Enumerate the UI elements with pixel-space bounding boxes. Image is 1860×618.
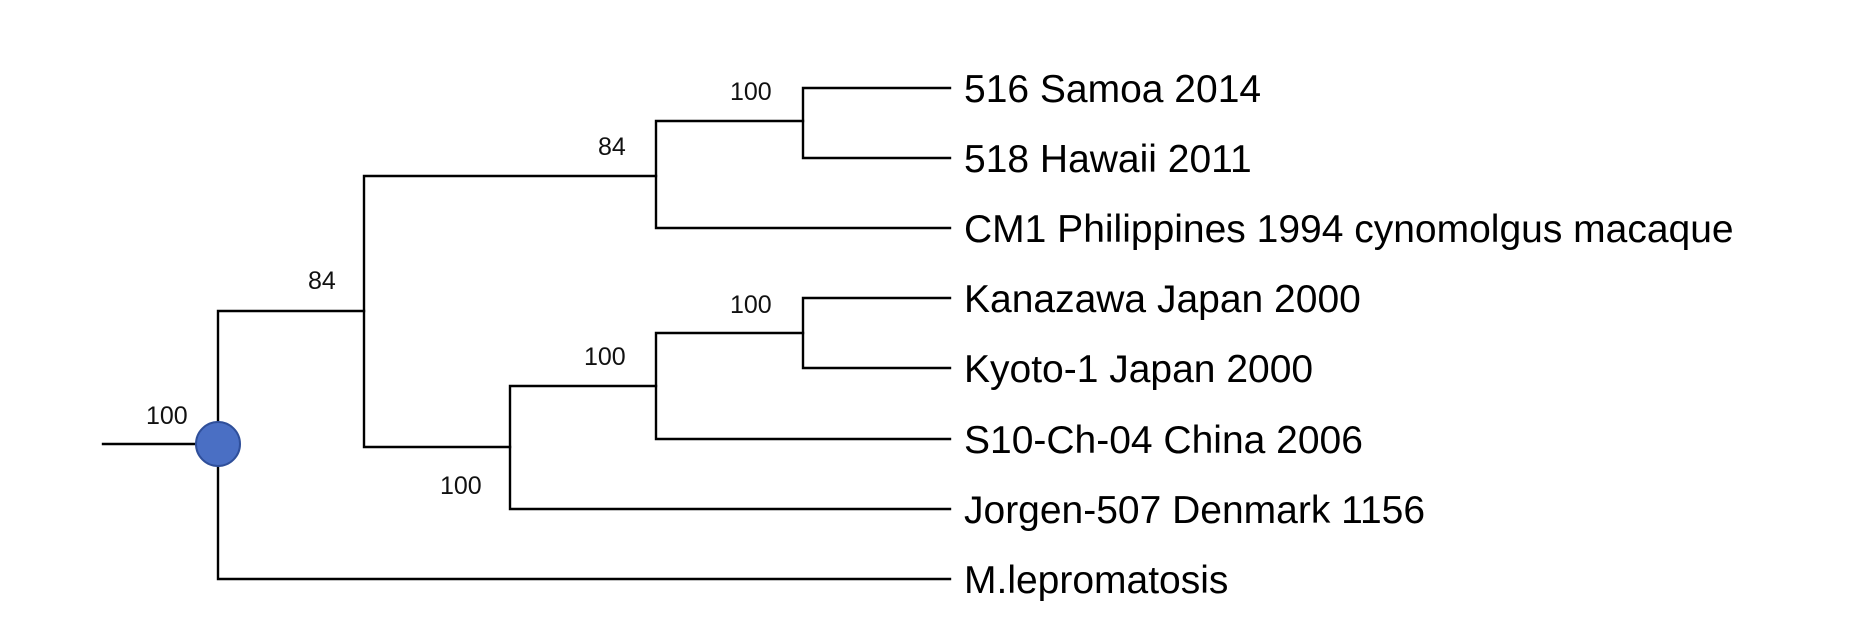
samoa-hawaii-clade-branches — [801, 86, 952, 160]
tree-branches — [101, 86, 952, 581]
support-value-samoa-hawaii: 100 — [730, 78, 772, 106]
support-value-kanazawa-kyoto: 100 — [730, 291, 772, 319]
support-value-kanazawa-kyoto-china: 100 — [584, 343, 626, 371]
taxon-labels: 516 Samoa 2014 518 Hawaii 2011 CM1 Phili… — [964, 68, 1734, 602]
leprae-clade-branches — [362, 174, 658, 449]
taxon-label-s10-ch-04-china: S10-Ch-04 China 2006 — [964, 419, 1363, 462]
kanazawa-kyoto-clade-branches — [801, 296, 952, 370]
taxon-label-kyoto-1-japan: Kyoto-1 Japan 2000 — [964, 348, 1313, 391]
kanazawa-kyoto-china-clade-branches — [654, 331, 952, 441]
taxon-label-516-samoa: 516 Samoa 2014 — [964, 68, 1261, 111]
taxon-label-m-lepromatosis: M.lepromatosis — [964, 559, 1228, 602]
taxon-label-cm1-philippines: CM1 Philippines 1994 cynomolgus macaque — [964, 208, 1734, 251]
taxon-label-kanazawa-japan: Kanazawa Japan 2000 — [964, 278, 1361, 321]
support-value-asia-denmark: 100 — [440, 472, 482, 500]
taxon-label-jorgen-507-denmark: Jorgen-507 Denmark 1156 — [964, 489, 1425, 532]
samoa-hawaii-cm1-clade-branches — [654, 119, 952, 230]
support-values: 100 84 100 100 100 84 100 — [146, 78, 772, 500]
root-node-marker — [195, 421, 241, 467]
support-value-leprae: 84 — [308, 267, 336, 295]
support-value-samoa-hawaii-cm1: 84 — [598, 133, 626, 161]
asia-denmark-clade-branches — [508, 384, 952, 511]
support-value-root: 100 — [146, 402, 188, 430]
taxon-label-518-hawaii: 518 Hawaii 2011 — [964, 138, 1252, 181]
